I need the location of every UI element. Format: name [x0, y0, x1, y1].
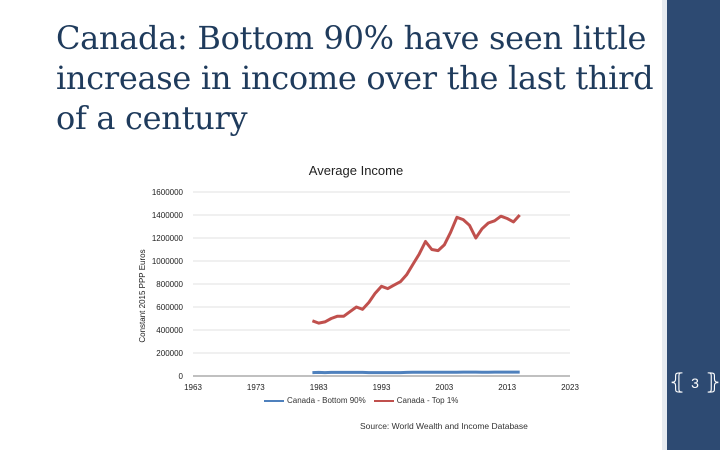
right-bracket-icon: ⦄: [704, 370, 720, 395]
sidebar: [667, 0, 720, 450]
y-tick-label: 1000000: [152, 257, 184, 266]
legend-label-top1: Canada - Top 1%: [396, 396, 459, 405]
legend-swatch-bottom90: [264, 399, 284, 402]
x-tick-label: 1963: [184, 383, 202, 392]
y-axis-ticks: 0 200000 400000 600000 800000 1000000 1200000 1…: [152, 188, 184, 381]
y-axis-label: Constant 2015 PPP Euros: [138, 249, 147, 342]
y-tick-label: 200000: [156, 349, 183, 358]
y-tick-label: 1600000: [152, 188, 184, 197]
series-line-bottom90: [312, 370, 520, 375]
source-note: Source: World Wealth and Income Database: [360, 421, 528, 431]
legend-label-bottom90: Canada - Bottom 90%: [287, 396, 366, 405]
sidebar-edge: [662, 0, 667, 450]
x-tick-label: 2023: [561, 383, 579, 392]
legend: Canada - Bottom 90% Canada - Top 1%: [264, 396, 466, 405]
slide-title: Canada: Bottom 90% have seen little incr…: [56, 19, 654, 137]
x-tick-label: 1983: [310, 383, 328, 392]
page-number: ⦃ 3 ⦄: [669, 370, 720, 396]
series-group: [311, 213, 521, 375]
y-tick-label: 0: [179, 372, 184, 381]
x-tick-label: 2013: [498, 383, 516, 392]
series-line-top1: [311, 213, 521, 325]
y-tick-label: 1400000: [152, 211, 184, 220]
y-tick-label: 400000: [156, 326, 183, 335]
y-tick-label: 1200000: [152, 234, 184, 243]
x-tick-label: 1973: [247, 383, 265, 392]
legend-item-top1: Canada - Top 1%: [373, 396, 459, 405]
y-tick-label: 600000: [156, 303, 183, 312]
page-number-text: 3: [691, 375, 699, 391]
left-bracket-icon: ⦃: [668, 370, 686, 395]
x-tick-label: 2003: [435, 383, 453, 392]
grid-lines: [193, 191, 570, 354]
legend-item-bottom90: Canada - Bottom 90%: [264, 396, 366, 405]
x-axis-ticks: 1963 1973 1983 1993 2003 2013 2023: [184, 383, 579, 392]
chart-title: Average Income: [308, 163, 404, 178]
x-tick-label: 1993: [373, 383, 391, 392]
y-tick-label: 800000: [156, 280, 183, 289]
legend-swatch-top1: [373, 399, 394, 402]
